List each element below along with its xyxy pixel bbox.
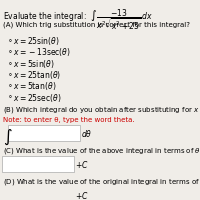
Text: $x = 5\tan(\theta)$: $x = 5\tan(\theta)$ [13,80,56,92]
Text: $+ C$: $+ C$ [75,159,89,170]
Text: $d\theta$: $d\theta$ [81,128,92,139]
Text: $\circ$: $\circ$ [7,35,13,44]
Text: $\circ$: $\circ$ [7,46,13,55]
Text: $x = -13\sec(\theta)$: $x = -13\sec(\theta)$ [13,46,71,58]
Text: $\circ$: $\circ$ [7,57,13,66]
Text: $x = 25\sin(\theta)$: $x = 25\sin(\theta)$ [13,35,59,47]
FancyBboxPatch shape [2,156,74,172]
Text: $x = 25\sec(\theta)$: $x = 25\sec(\theta)$ [13,91,61,103]
Text: $x = 25\tan(\theta)$: $x = 25\tan(\theta)$ [13,69,61,81]
Text: (B) Which integral do you obtain after substituting for $x$ and simplifying?: (B) Which integral do you obtain after s… [3,104,200,114]
Text: $\circ$: $\circ$ [7,69,13,78]
Text: $x = 5\sin(\theta)$: $x = 5\sin(\theta)$ [13,57,54,69]
Text: $\circ$: $\circ$ [7,91,13,100]
Text: $\circ$: $\circ$ [7,80,13,89]
Text: (D) What is the value of the original integral in terms of $x$?: (D) What is the value of the original in… [3,176,200,186]
Text: (A) Which trig substitution is correct for this integral?: (A) Which trig substitution is correct f… [3,21,190,28]
FancyBboxPatch shape [2,187,74,200]
FancyBboxPatch shape [8,125,80,141]
Text: (C) What is the value of the above integral in terms of $\theta$?: (C) What is the value of the above integ… [3,145,200,155]
Text: $\int$: $\int$ [3,127,13,146]
Text: Note: to enter θ, type the word theta.: Note: to enter θ, type the word theta. [3,116,135,122]
Text: $+ C$: $+ C$ [75,190,89,200]
Text: Evaluate the integral:  $\int \dfrac{-13}{x^2\sqrt{x^2+25}}\,dx$: Evaluate the integral: $\int \dfrac{-13}… [3,7,153,31]
